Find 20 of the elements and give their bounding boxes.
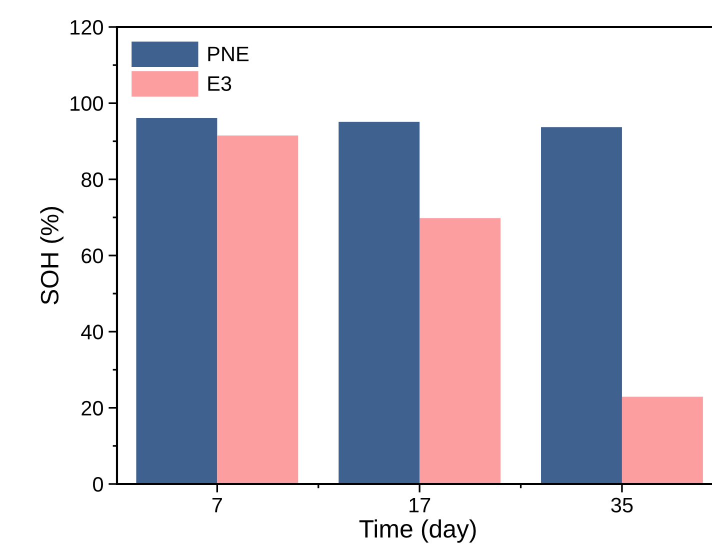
y-tick-label: 120 bbox=[70, 20, 103, 35]
bar bbox=[541, 127, 622, 484]
y-tick-label: 80 bbox=[82, 172, 103, 188]
bar bbox=[420, 218, 501, 484]
y-tick-label: 20 bbox=[82, 400, 103, 416]
y-tick-label: 60 bbox=[82, 248, 103, 264]
x-tick-label: 7 bbox=[212, 498, 222, 512]
y-axis-title: SOH (%) bbox=[40, 207, 64, 304]
y-tick-label: 100 bbox=[70, 96, 103, 111]
bar bbox=[136, 118, 218, 484]
legend-label: PNE bbox=[208, 46, 249, 62]
bar bbox=[217, 136, 298, 484]
legend-label: E3 bbox=[208, 76, 232, 91]
y-tick-label: 40 bbox=[81, 324, 103, 340]
y-tick-label: 0 bbox=[93, 477, 103, 492]
x-axis-title: Time (day) bbox=[359, 519, 476, 543]
x-tick-label: 35 bbox=[611, 498, 633, 512]
bar bbox=[338, 122, 420, 484]
x-tick-label: 17 bbox=[410, 498, 430, 512]
bar bbox=[622, 396, 703, 484]
